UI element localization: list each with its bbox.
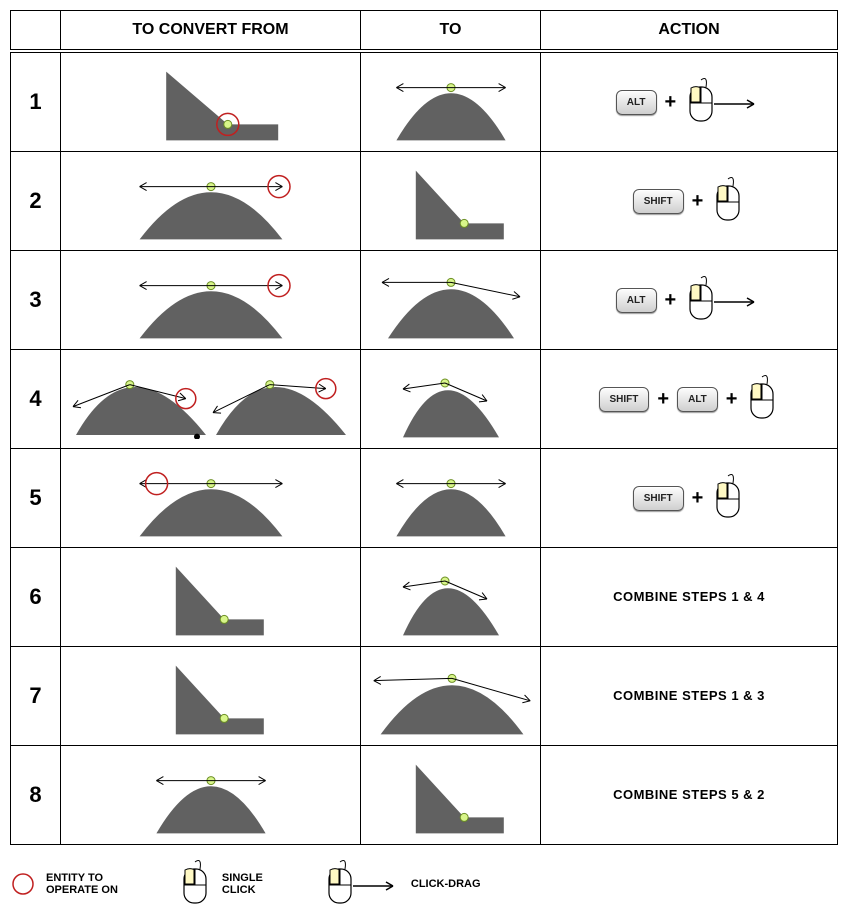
action-cell: COMBINE STEPS 5 & 2 [541, 746, 838, 845]
from-cell [61, 548, 361, 647]
legend-entity-l1: ENTITY TO [46, 872, 118, 884]
action-cell: COMBINE STEPS 1 & 3 [541, 647, 838, 746]
row-8: 8 COMBINE STEPS 5 & 2 [11, 746, 838, 845]
plus-icon: + [657, 388, 669, 411]
to-cell [361, 350, 541, 449]
header-from: TO CONVERT FROM [61, 11, 361, 52]
row-number: 6 [11, 548, 61, 647]
row-number: 4 [11, 350, 61, 449]
legend: ENTITY TO OPERATE ON SINGLE CLICK CLICK-… [10, 859, 847, 909]
from-cell [61, 647, 361, 746]
row-3: 3 ALT + [11, 251, 838, 350]
action-cell: SHIFT + ALT + [541, 350, 838, 449]
row-number: 2 [11, 152, 61, 251]
mouse-icon [684, 77, 762, 127]
plus-icon: + [665, 289, 677, 312]
plus-icon: + [726, 388, 738, 411]
conversion-table: TO CONVERT FROM TO ACTION 1 ALT +2 SHIFT +… [10, 10, 838, 845]
key-shift: SHIFT [633, 189, 684, 214]
action-text: COMBINE STEPS 1 & 4 [613, 589, 765, 604]
from-cell [61, 251, 361, 350]
legend-entity: ENTITY TO OPERATE ON [10, 871, 118, 897]
plus-icon: + [692, 190, 704, 213]
key-alt: ALT [616, 90, 657, 115]
action-cell: SHIFT + [541, 449, 838, 548]
mouse-icon [711, 473, 745, 523]
header-to: TO [361, 11, 541, 52]
row-7: 7 COMBINE STEPS 1 & 3 [11, 647, 838, 746]
action-text: COMBINE STEPS 1 & 3 [613, 688, 765, 703]
row-4: 4 SHIFT + ALT + [11, 350, 838, 449]
row-number: 1 [11, 51, 61, 152]
row-2: 2 SHIFT + [11, 152, 838, 251]
key-alt: ALT [616, 288, 657, 313]
legend-entity-l2: OPERATE ON [46, 884, 118, 896]
action-cell: ALT + [541, 251, 838, 350]
legend-single-l1: SINGLE [222, 872, 263, 884]
row-number: 7 [11, 647, 61, 746]
row-number: 8 [11, 746, 61, 845]
action-text: COMBINE STEPS 5 & 2 [613, 787, 765, 802]
to-cell [361, 251, 541, 350]
from-cell [61, 449, 361, 548]
legend-single-l2: CLICK [222, 884, 263, 896]
legend-drag-label: CLICK-DRAG [411, 878, 481, 890]
row-6: 6 COMBINE STEPS 1 & 4 [11, 548, 838, 647]
mouse-icon [684, 275, 762, 325]
key-alt: ALT [677, 387, 718, 412]
to-cell [361, 548, 541, 647]
action-cell: SHIFT + [541, 152, 838, 251]
key-shift: SHIFT [633, 486, 684, 511]
key-shift: SHIFT [599, 387, 650, 412]
to-cell [361, 746, 541, 845]
row-1: 1 ALT + [11, 51, 838, 152]
to-cell [361, 449, 541, 548]
from-cell [61, 51, 361, 152]
mouse-icon [711, 176, 745, 226]
mouse-drag-icon [323, 859, 401, 909]
from-cell [61, 152, 361, 251]
mouse-icon [745, 374, 779, 424]
to-cell [361, 152, 541, 251]
action-cell: ALT + [541, 51, 838, 152]
from-cell [61, 746, 361, 845]
legend-single-click: SINGLE CLICK [178, 859, 263, 909]
to-cell [361, 51, 541, 152]
action-cell: COMBINE STEPS 1 & 4 [541, 548, 838, 647]
row-5: 5 SHIFT + [11, 449, 838, 548]
row-number: 5 [11, 449, 61, 548]
from-cell [61, 350, 361, 449]
plus-icon: + [692, 487, 704, 510]
plus-icon: + [665, 91, 677, 114]
mouse-single-icon [178, 859, 212, 909]
to-cell [361, 647, 541, 746]
header-row: TO CONVERT FROM TO ACTION [11, 11, 838, 52]
legend-click-drag: CLICK-DRAG [323, 859, 481, 909]
header-action: ACTION [541, 11, 838, 52]
row-number: 3 [11, 251, 61, 350]
entity-circle-icon [10, 871, 36, 897]
header-num [11, 11, 61, 52]
